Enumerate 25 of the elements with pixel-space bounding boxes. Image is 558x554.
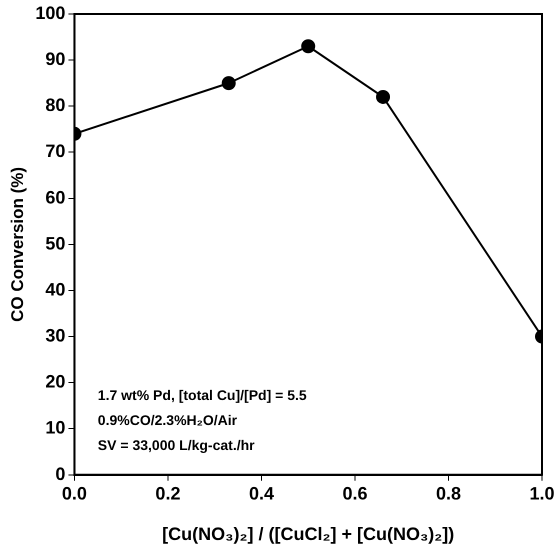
x-tick-label: 0.6: [342, 484, 368, 504]
y-tick-label: 20: [45, 372, 66, 392]
x-tick-label: 0.0: [62, 484, 87, 504]
y-tick-label: 60: [45, 187, 66, 208]
x-tick-label: 0.4: [248, 484, 274, 504]
annotation: 1.7 wt% Pd, [total Cu]/[Pd] = 5.5: [98, 386, 307, 403]
x-tick-label: 0.8: [436, 484, 461, 504]
y-tick-label: 90: [45, 49, 66, 70]
point: [301, 39, 316, 54]
point: [222, 76, 236, 90]
point: [376, 90, 390, 104]
x-axis-title: [Cu(NO₃)₂] / ([CuCl₂] + [Cu(NO₃)₂]): [162, 524, 454, 544]
y-tick-label: 30: [45, 326, 66, 346]
y-tick-label: 40: [45, 279, 66, 300]
y-tick-label: 0: [55, 464, 66, 484]
y-tick-label: 70: [45, 141, 66, 162]
x-tick-label: 1.0: [529, 484, 555, 504]
y-tick-label: 80: [45, 95, 66, 116]
y-tick-label: 10: [45, 418, 66, 438]
y-tick-label: 100: [35, 2, 66, 23]
annotation: SV = 33,000 L/kg-cat./hr: [98, 436, 256, 453]
y-tick-label: 50: [45, 233, 66, 254]
y-axis-title: CO Conversion (%): [8, 166, 27, 322]
x-tick-label: 0.2: [155, 484, 180, 504]
annotation: 0.9%CO/2.3%H₂O/Air: [98, 412, 238, 428]
